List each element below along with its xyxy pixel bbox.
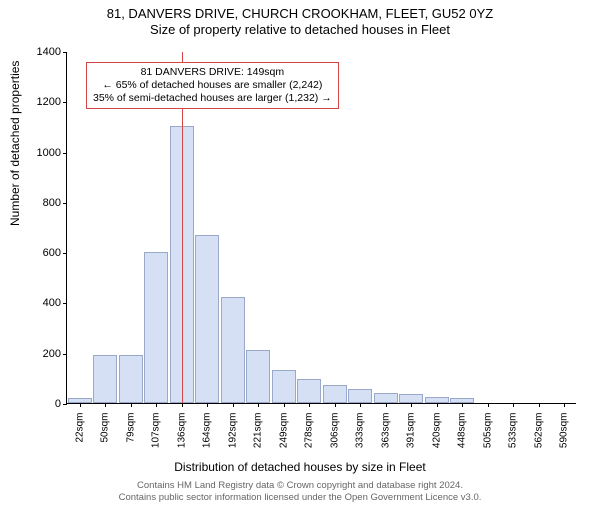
x-tick-mark (360, 403, 361, 407)
x-tick-label: 505sqm (482, 413, 493, 449)
y-tick-mark (63, 354, 67, 355)
y-tick-label: 200 (43, 348, 61, 360)
x-tick-mark (513, 403, 514, 407)
histogram-bar (221, 297, 245, 403)
chart-area: 020040060080010001200140022sqm50sqm79sqm… (66, 52, 576, 404)
x-tick-mark (564, 403, 565, 407)
y-tick-mark (63, 153, 67, 154)
histogram-bar (144, 252, 168, 403)
x-tick-mark (105, 403, 106, 407)
histogram-bar (246, 350, 270, 403)
y-tick-mark (63, 102, 67, 103)
x-tick-label: 50sqm (100, 413, 111, 443)
x-tick-mark (386, 403, 387, 407)
x-tick-mark (207, 403, 208, 407)
y-tick-mark (63, 404, 67, 405)
x-tick-label: 249sqm (278, 413, 289, 449)
histogram-bar (119, 355, 143, 403)
x-tick-label: 363sqm (380, 413, 391, 449)
x-tick-mark (182, 403, 183, 407)
x-tick-label: 333sqm (355, 413, 366, 449)
footer-line-2: Contains public sector information licen… (0, 492, 600, 504)
x-tick-mark (309, 403, 310, 407)
x-tick-mark (131, 403, 132, 407)
x-tick-mark (233, 403, 234, 407)
x-tick-label: 533sqm (508, 413, 519, 449)
y-axis-label: Number of detached properties (8, 61, 22, 226)
x-tick-label: 79sqm (125, 413, 136, 443)
x-tick-label: 164sqm (202, 413, 213, 449)
footer-attribution: Contains HM Land Registry data © Crown c… (0, 480, 600, 504)
histogram-bar (323, 385, 347, 403)
page-title: 81, DANVERS DRIVE, CHURCH CROOKHAM, FLEE… (0, 6, 600, 21)
x-tick-label: 22sqm (74, 413, 85, 443)
x-tick-mark (437, 403, 438, 407)
x-tick-label: 448sqm (457, 413, 468, 449)
y-tick-label: 1200 (37, 96, 61, 108)
x-tick-label: 136sqm (176, 413, 187, 449)
y-tick-label: 1400 (37, 46, 61, 58)
y-tick-label: 800 (43, 197, 61, 209)
histogram-bar (272, 370, 296, 403)
histogram-bar (195, 235, 219, 403)
info-line-1: 81 DANVERS DRIVE: 149sqm (93, 66, 332, 79)
y-tick-mark (63, 52, 67, 53)
histogram-bar (93, 355, 117, 403)
x-tick-label: 107sqm (151, 413, 162, 449)
y-tick-mark (63, 303, 67, 304)
page-subtitle: Size of property relative to detached ho… (0, 22, 600, 37)
x-tick-label: 590sqm (559, 413, 570, 449)
x-tick-mark (80, 403, 81, 407)
histogram-bar (374, 393, 398, 403)
x-axis-label: Distribution of detached houses by size … (0, 460, 600, 474)
footer-line-1: Contains HM Land Registry data © Crown c… (0, 480, 600, 492)
y-tick-mark (63, 203, 67, 204)
x-tick-mark (488, 403, 489, 407)
x-tick-label: 391sqm (406, 413, 417, 449)
x-tick-mark (284, 403, 285, 407)
x-tick-label: 420sqm (431, 413, 442, 449)
x-tick-mark (258, 403, 259, 407)
y-tick-label: 0 (55, 398, 61, 410)
x-tick-label: 278sqm (304, 413, 315, 449)
info-line-3: 35% of semi-detached houses are larger (… (93, 92, 332, 105)
info-line-2: ← 65% of detached houses are smaller (2,… (93, 79, 332, 92)
histogram-bar (297, 379, 321, 403)
y-tick-label: 600 (43, 247, 61, 259)
histogram-bar (348, 389, 372, 403)
x-tick-label: 221sqm (253, 413, 264, 449)
y-tick-mark (63, 253, 67, 254)
x-tick-label: 562sqm (533, 413, 544, 449)
x-tick-mark (462, 403, 463, 407)
histogram-bar (399, 394, 423, 403)
y-tick-label: 1000 (37, 147, 61, 159)
y-tick-label: 400 (43, 297, 61, 309)
x-tick-mark (539, 403, 540, 407)
marker-info-box: 81 DANVERS DRIVE: 149sqm ← 65% of detach… (86, 62, 339, 109)
x-tick-mark (411, 403, 412, 407)
x-tick-mark (335, 403, 336, 407)
x-tick-label: 306sqm (329, 413, 340, 449)
x-tick-mark (156, 403, 157, 407)
x-tick-label: 192sqm (227, 413, 238, 449)
